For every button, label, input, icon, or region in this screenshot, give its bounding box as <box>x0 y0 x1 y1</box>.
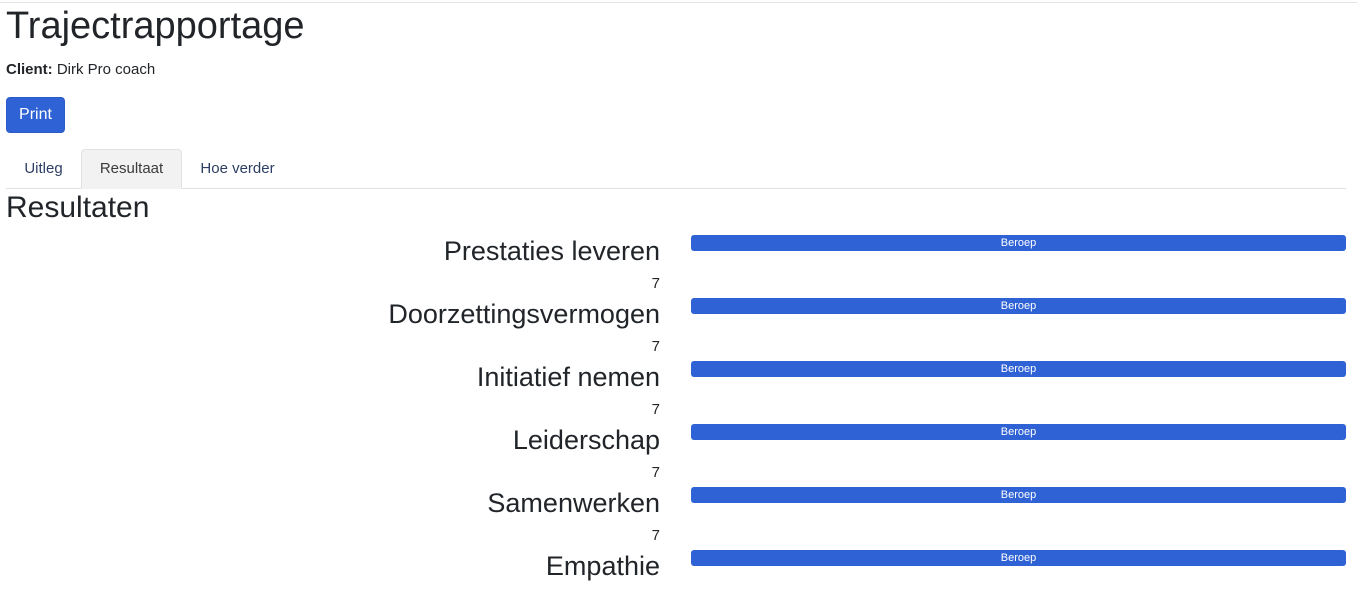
print-button[interactable]: Print <box>6 97 65 133</box>
competency-label: Prestaties leveren <box>443 236 660 266</box>
client-info: Client: Dirk Pro coach <box>6 60 155 80</box>
score-value: 7 <box>651 401 660 418</box>
score-bar: Beroep <box>691 235 1346 251</box>
competency-label: Empathie <box>545 551 660 581</box>
tab-hoe-verder[interactable]: Hoe verder <box>200 160 275 177</box>
score-bar: Beroep <box>691 424 1346 440</box>
competency-label: Initiatief nemen <box>476 362 660 392</box>
score-value: 7 <box>651 464 660 481</box>
result-row: Leiderschap Beroep 7 <box>0 421 1357 484</box>
score-value: 7 <box>651 527 660 544</box>
page-title: Trajectrapportage <box>6 5 305 47</box>
result-row: Samenwerken Beroep 7 <box>0 484 1357 547</box>
tab-resultaat[interactable]: Resultaat <box>81 149 182 189</box>
result-row: Prestaties leveren Beroep 7 <box>0 232 1357 295</box>
competency-label: Doorzettingsvermogen <box>388 299 660 329</box>
score-bar: Beroep <box>691 550 1346 566</box>
score-value: 7 <box>651 275 660 292</box>
competency-label: Samenwerken <box>487 488 660 518</box>
section-title: Resultaten <box>6 191 150 224</box>
tab-uitleg[interactable]: Uitleg <box>24 160 63 177</box>
result-row: Doorzettingsvermogen Beroep 7 <box>0 295 1357 358</box>
score-value: 7 <box>651 338 660 355</box>
result-row: Empathie Beroep <box>0 547 1357 610</box>
score-bar: Beroep <box>691 487 1346 503</box>
result-row: Initiatief nemen Beroep 7 <box>0 358 1357 421</box>
top-divider <box>0 2 1357 3</box>
client-label: Client: <box>6 61 53 78</box>
score-bar: Beroep <box>691 298 1346 314</box>
competency-label: Leiderschap <box>512 425 660 455</box>
client-name: Dirk Pro coach <box>56 61 156 78</box>
score-bar: Beroep <box>691 361 1346 377</box>
results-list: Prestaties leveren Beroep 7 Doorzettings… <box>0 232 1357 610</box>
tab-bar: Uitleg Resultaat Hoe verder <box>6 149 1346 189</box>
